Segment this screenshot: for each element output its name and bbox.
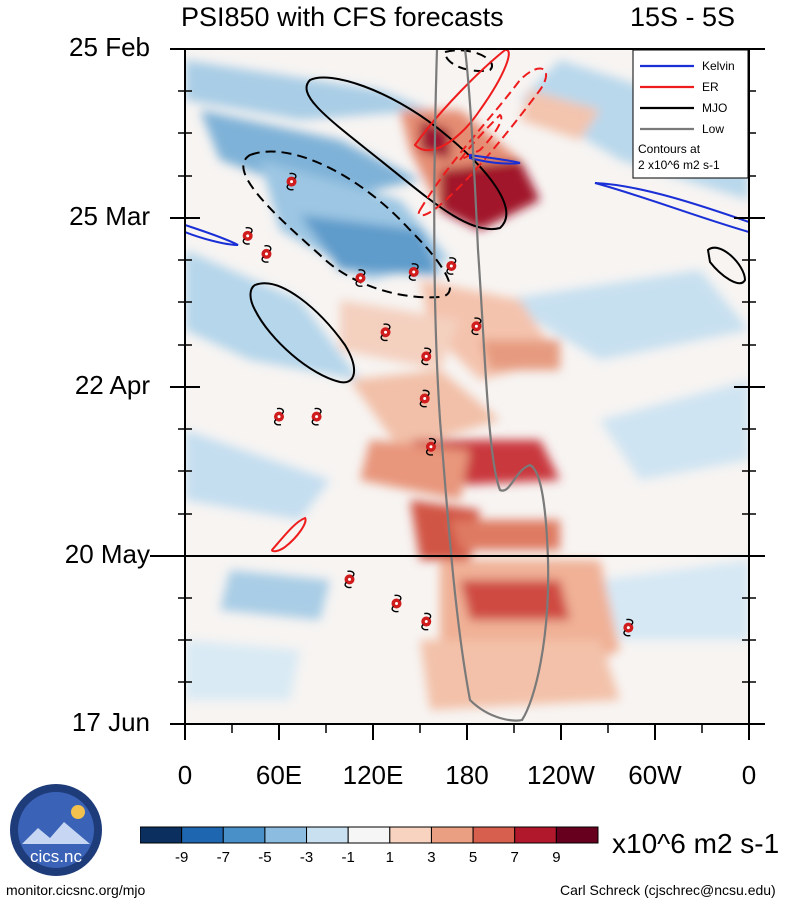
website-link[interactable]: monitor.cicsnc.org/mjo — [6, 882, 146, 898]
tropical-cyclone-icon — [311, 407, 322, 426]
tropical-cyclone-markers — [242, 172, 634, 637]
mjo-contour-dashed — [242, 150, 451, 299]
tropical-cyclone-icon — [421, 347, 432, 366]
y-tick-label: 25 Feb — [69, 32, 150, 62]
low-contour — [433, 49, 550, 722]
x-major-ticks — [184, 724, 750, 740]
tropical-cyclone-icon — [425, 437, 436, 456]
er-contour-dashed — [417, 67, 547, 217]
tropical-cyclone-icon — [623, 618, 634, 637]
tropical-cyclone-icon — [273, 407, 285, 426]
x-tick-label: 0 — [177, 760, 193, 790]
tropical-cyclone-icon — [286, 172, 297, 191]
er-contour-dashed — [459, 113, 503, 161]
tropical-cyclone-icon — [344, 570, 355, 589]
y-major-ticks — [170, 48, 765, 725]
colorbar-swatch — [306, 826, 349, 844]
kelvin-contour — [594, 182, 749, 234]
colorbar-label: -3 — [300, 849, 313, 866]
tropical-cyclone-icon — [419, 389, 430, 408]
colorbar-label: -7 — [217, 849, 230, 866]
logo-text: cics.nc — [30, 847, 82, 866]
colorbar-swatch — [140, 826, 183, 844]
colorbar-swatch — [389, 826, 432, 844]
y-tick-label: 25 Mar — [69, 201, 150, 231]
latitude-band: 15S - 5S — [630, 2, 736, 32]
colorbar-label: 5 — [469, 849, 477, 866]
y-tick-label: 20 May — [64, 539, 150, 569]
tropical-cyclone-icon — [380, 323, 391, 342]
colorbar-label: -5 — [258, 849, 271, 866]
colorbar-label: -1 — [342, 849, 355, 866]
legend-label-er: ER — [702, 80, 719, 94]
tropical-cyclone-icon — [446, 257, 457, 275]
units-label: x10^6 m2 s-1 — [612, 828, 780, 859]
hovmoller-plot: Kelvin ER MJO Low Contours at 2 x10^6 m2 s-… — [150, 48, 765, 740]
mjo-contour — [305, 76, 508, 231]
mjo-contour — [249, 282, 355, 384]
x-tick-label: 0 — [741, 760, 757, 790]
kelvin-contour — [185, 223, 239, 246]
tropical-cyclone-icon — [421, 612, 432, 631]
kelvin-contour — [469, 153, 521, 165]
colorbar-swatch — [472, 826, 516, 844]
colorbar-swatch — [514, 826, 557, 844]
x-tick-label: 180 — [445, 760, 489, 790]
cicsnc-logo: cics.nc — [10, 784, 102, 876]
colorbar-swatch — [555, 826, 599, 844]
x-tick-label: 60E — [255, 760, 303, 790]
colorbar-label: -9 — [175, 849, 188, 866]
tropical-cyclone-icon — [355, 269, 366, 287]
x-tick-label: 60W — [628, 760, 682, 790]
colorbar-swatch — [430, 826, 474, 844]
er-contour — [413, 49, 510, 151]
x-minor-ticks — [231, 724, 703, 733]
tropical-cyclone-icon — [391, 594, 402, 613]
colorbar-label: 9 — [552, 849, 560, 866]
legend-note-1: Contours at — [638, 142, 701, 156]
colorbar-swatch — [222, 826, 266, 844]
er-contour — [270, 516, 307, 553]
tropical-cyclone-icon — [261, 245, 272, 263]
colorbar-label: 7 — [511, 849, 519, 866]
legend-label-kelvin: Kelvin — [702, 59, 735, 73]
colorbar-swatch — [264, 826, 308, 844]
x-tick-label: 120W — [527, 760, 595, 790]
legend: Kelvin ER MJO Low Contours at 2 x10^6 m2 s-… — [632, 49, 749, 179]
colorbar-swatch — [347, 826, 391, 844]
tropical-cyclone-icon — [408, 263, 419, 281]
colorbar-swatch — [181, 826, 224, 844]
legend-label-low: Low — [702, 122, 724, 136]
colorbar: -9 -7 -5 -3 -1 1 3 5 7 9 — [140, 826, 599, 866]
chart-title: PSI850 with CFS forecasts — [181, 2, 504, 32]
tropical-cyclone-icon — [242, 226, 253, 245]
y-tick-label: 17 Jun — [71, 707, 150, 737]
legend-label-mjo: MJO — [702, 101, 727, 115]
mjo-contour — [706, 246, 747, 285]
y-tick-label: 22 Apr — [74, 370, 150, 400]
x-tick-label: 120E — [342, 760, 404, 790]
y-minor-ticks — [178, 90, 756, 683]
colorbar-label: 1 — [386, 849, 394, 866]
author-credit: Carl Schreck (cjschrec@ncsu.edu) — [560, 882, 776, 898]
tropical-cyclone-icon — [471, 317, 482, 336]
contours — [185, 49, 749, 722]
legend-note-2: 2 x10^6 m2 s-1 — [638, 158, 720, 172]
colorbar-label: 3 — [427, 849, 435, 866]
